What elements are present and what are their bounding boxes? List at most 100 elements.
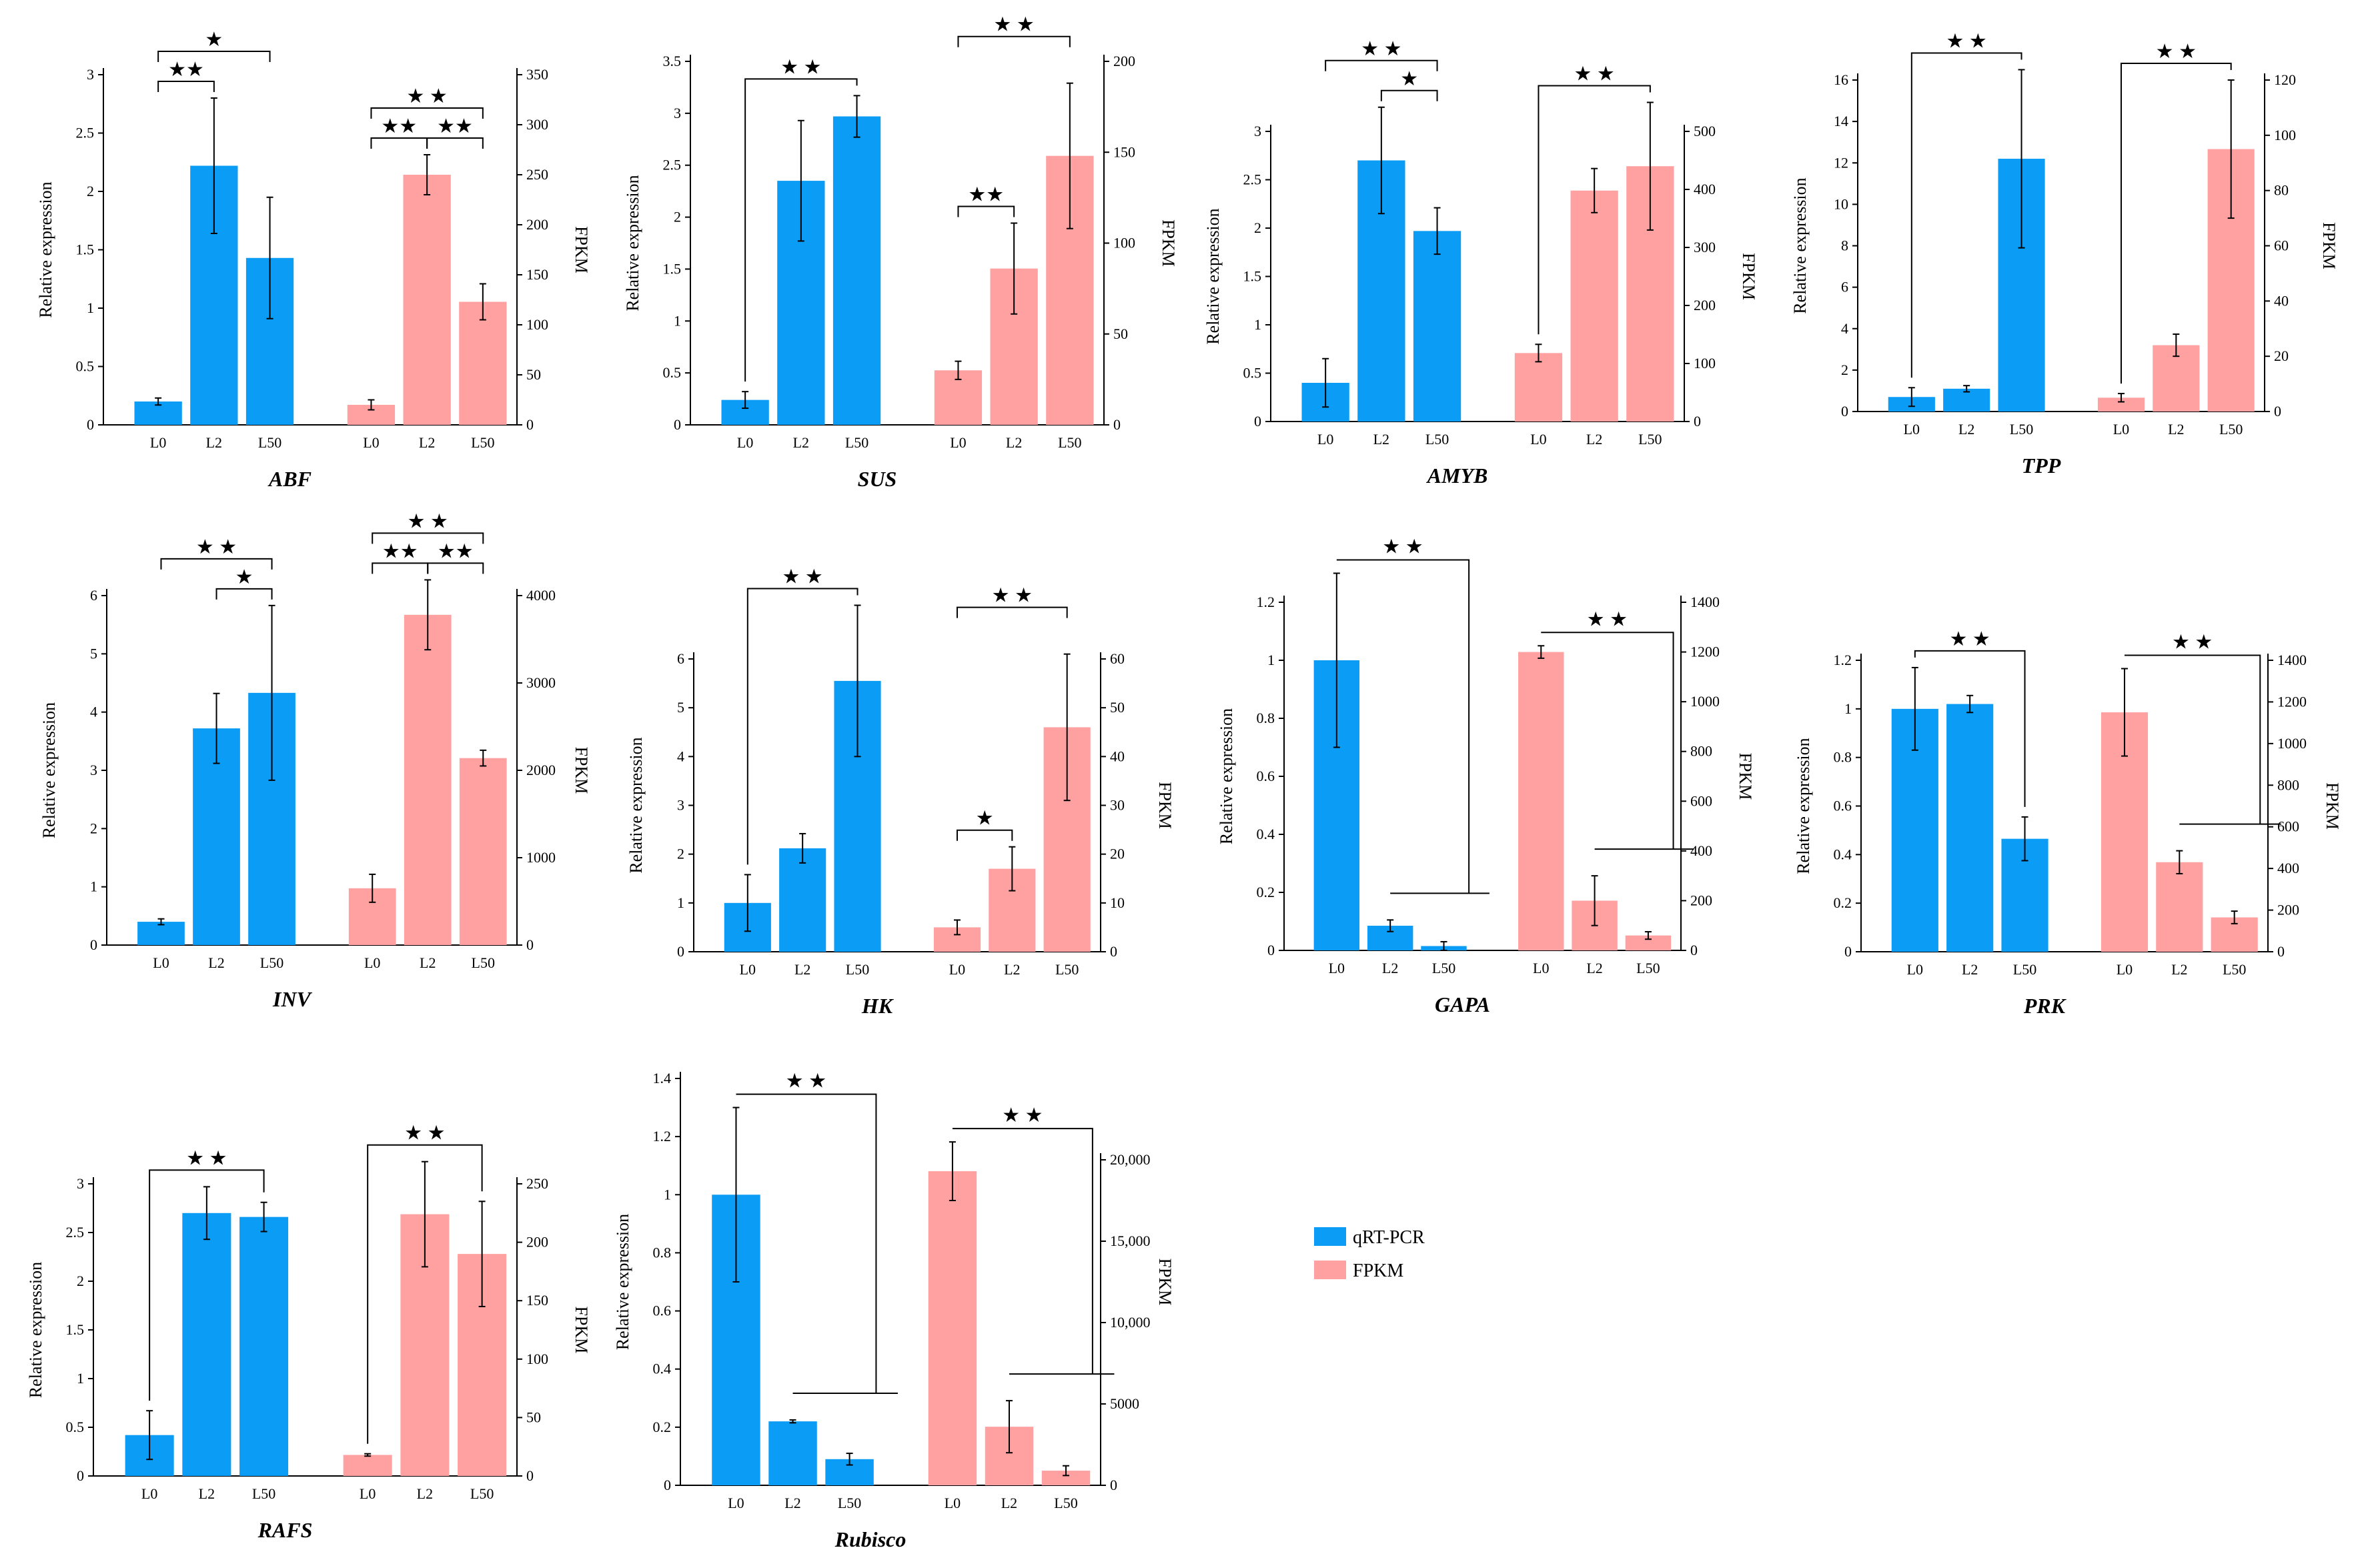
y2-tick-label: 20,000: [1110, 1151, 1151, 1168]
y-tick-label: 16: [1834, 71, 1848, 88]
significance-bracket: [956, 606, 1068, 618]
y2-tick-label: 4000: [526, 587, 556, 604]
bar-fpkm-l50: [1041, 1471, 1091, 1485]
gene-title: SUS: [858, 467, 897, 491]
significance-stars: ★★: [968, 184, 1004, 206]
significance-bracket: [957, 35, 1071, 47]
y-axis-label: Relative expression: [1217, 708, 1236, 844]
y-tick-label: 1.5: [76, 241, 95, 258]
y-tick-label: 0: [1267, 942, 1275, 958]
y-tick-label: 3: [90, 762, 97, 778]
significance-stars: ★ ★: [1946, 30, 1987, 52]
category-label: L0: [1533, 960, 1549, 976]
significance-bracket: [2120, 63, 2232, 384]
y-tick-label: 1.2: [1834, 652, 1852, 668]
category-label: L50: [1058, 434, 1081, 451]
y2-tick-label: 0: [526, 416, 534, 433]
y-tick-label: 0.4: [653, 1361, 672, 1377]
category-label: L0: [1907, 961, 1923, 978]
y-tick-label: 1: [77, 1370, 84, 1387]
y2-axis-label: FPKM: [1736, 753, 1755, 800]
bar-fpkm-l2: [2156, 862, 2203, 952]
y-tick-label: 0.6: [1257, 768, 1275, 784]
category-label: L2: [419, 434, 435, 451]
y2-tick-label: 1200: [2277, 693, 2307, 710]
significance-bracket: [160, 558, 273, 570]
y-tick-label: 0.8: [1257, 710, 1275, 726]
y-tick-label: 5: [90, 645, 97, 662]
y-tick-label: 4: [677, 748, 684, 764]
y2-tick-label: 350: [526, 66, 548, 83]
y2-tick-label: 200: [526, 216, 548, 233]
category-label: L0: [364, 954, 380, 971]
y-tick-label: 0.5: [66, 1419, 85, 1435]
category-label: L2: [1962, 961, 1978, 978]
significance-stars: ★ ★: [992, 585, 1033, 607]
significance-bracket: [1914, 650, 2026, 807]
y2-tick-label: 50: [1113, 325, 1128, 342]
y-axis-label: Relative expression: [623, 175, 642, 311]
y2-tick-label: 20: [1110, 846, 1125, 862]
category-label: L0: [363, 434, 379, 451]
category-label: L2: [1958, 421, 1974, 438]
y2-tick-label: 0: [2277, 943, 2285, 960]
y-tick-label: 1: [90, 878, 97, 895]
significance-stars: ★: [205, 29, 223, 51]
y2-tick-label: 80: [2274, 182, 2289, 199]
y-tick-label: 2: [90, 820, 97, 836]
significance-bracket: [426, 137, 484, 149]
significance-stars: ★ ★: [186, 1147, 227, 1169]
bar-qrtpcr-l2: [182, 1213, 231, 1476]
y2-tick-label: 200: [1690, 892, 1712, 908]
category-label: L0: [150, 434, 166, 451]
category-label: L0: [1317, 431, 1333, 448]
category-label: L0: [1329, 960, 1345, 976]
y-tick-label: 6: [677, 650, 684, 667]
significance-bracket: [372, 562, 429, 574]
significance-stars: ★ ★: [1587, 608, 1628, 630]
significance-stars: ★: [976, 808, 994, 830]
y2-tick-label: 250: [526, 1175, 548, 1192]
y-tick-label: 6: [90, 587, 97, 604]
significance-stars: ★ ★: [1361, 38, 1401, 60]
significance-stars: ★ ★: [407, 85, 448, 107]
y-tick-label: 3: [674, 105, 681, 121]
legend: qRT-PCR FPKM: [1314, 1227, 1425, 1281]
legend-swatch: [1314, 1261, 1346, 1279]
y-tick-label: 10: [1834, 195, 1848, 212]
bar-qrtpcr-l50: [1413, 231, 1461, 422]
significance-stars: ★ ★: [994, 14, 1035, 36]
y-tick-label: 0: [677, 943, 684, 960]
category-label: L2: [208, 954, 224, 971]
significance-bracket: [157, 81, 215, 92]
category-label: L50: [258, 434, 281, 451]
y-tick-label: 0.8: [1834, 749, 1852, 766]
chart-panel-abf: 0 0.5 1 1.5 2 2.5 3 0 50 100 150 200 250 300 350 Relati…: [36, 29, 591, 491]
y2-tick-label: 50: [526, 1409, 541, 1425]
category-label: L2: [1373, 431, 1389, 448]
y-tick-label: 3: [677, 797, 684, 814]
y2-tick-label: 400: [1694, 181, 1716, 197]
category-label: L50: [471, 434, 494, 451]
significance-bracket: [370, 107, 484, 119]
y-tick-label: 0.5: [1243, 365, 1262, 381]
significance-bracket: [957, 205, 1015, 217]
y-tick-label: 0.2: [653, 1419, 672, 1435]
significance-bracket: [746, 588, 858, 865]
y2-tick-label: 200: [1113, 53, 1135, 69]
category-label: L50: [2223, 961, 2246, 978]
category-label: L2: [1382, 960, 1398, 976]
category-label: L2: [2168, 421, 2184, 438]
significance-stars: ★ ★: [2172, 631, 2213, 653]
y-tick-label: 1: [1254, 316, 1261, 333]
y-axis-label: Relative expression: [39, 702, 59, 838]
y-tick-label: 0.6: [1834, 798, 1852, 814]
gene-title: GAPA: [1435, 992, 1490, 1016]
y2-tick-label: 10: [1110, 894, 1125, 911]
y2-tick-label: 40: [2274, 292, 2289, 309]
y-tick-label: 0.2: [1257, 884, 1275, 900]
gene-title: INV: [272, 987, 313, 1011]
significance-stars: ★ ★: [782, 566, 823, 588]
chart-panel-inv: 0 1 2 3 4 5 6 0 1000 2000 3000 4000 Relative express…: [39, 510, 591, 1011]
y2-tick-label: 1000: [526, 849, 556, 866]
